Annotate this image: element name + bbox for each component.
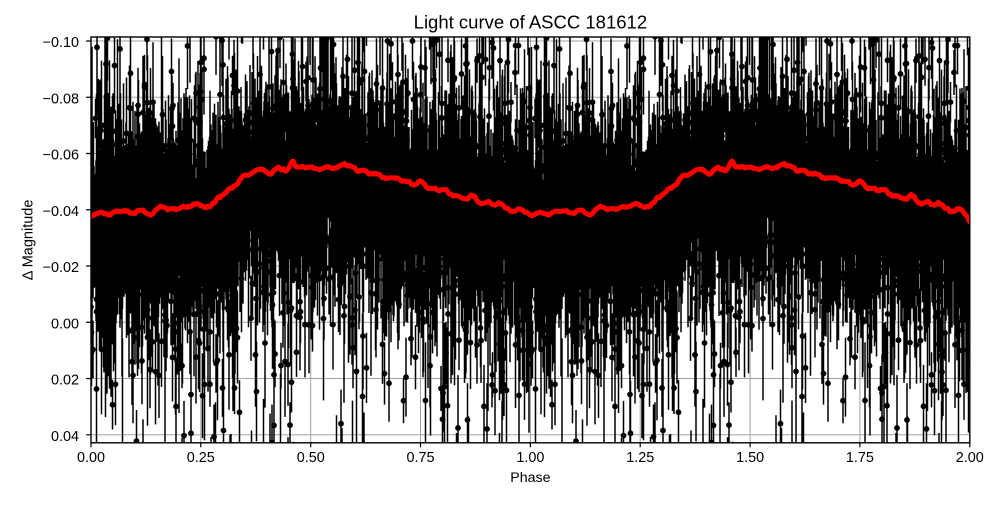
svg-text:1.00: 1.00	[516, 450, 544, 466]
svg-text:0.04: 0.04	[51, 429, 79, 445]
svg-text:−0.02: −0.02	[43, 260, 79, 276]
svg-text:0.02: 0.02	[51, 373, 79, 389]
svg-text:2.00: 2.00	[956, 450, 984, 466]
svg-text:0.00: 0.00	[51, 316, 79, 332]
svg-text:Phase: Phase	[510, 470, 550, 486]
svg-text:Δ Magnitude: Δ Magnitude	[21, 200, 37, 281]
svg-text:1.75: 1.75	[846, 450, 874, 466]
svg-text:1.50: 1.50	[736, 450, 764, 466]
svg-text:−0.08: −0.08	[43, 91, 79, 107]
svg-text:0.00: 0.00	[77, 450, 105, 466]
svg-text:1.25: 1.25	[626, 450, 654, 466]
svg-text:−0.10: −0.10	[43, 35, 79, 51]
svg-text:−0.04: −0.04	[43, 204, 79, 220]
svg-text:Light curve of ASCC 181612: Light curve of ASCC 181612	[414, 11, 647, 32]
svg-text:0.75: 0.75	[406, 450, 434, 466]
svg-text:0.50: 0.50	[297, 450, 325, 466]
svg-text:−0.06: −0.06	[43, 148, 79, 164]
svg-text:0.25: 0.25	[187, 450, 215, 466]
